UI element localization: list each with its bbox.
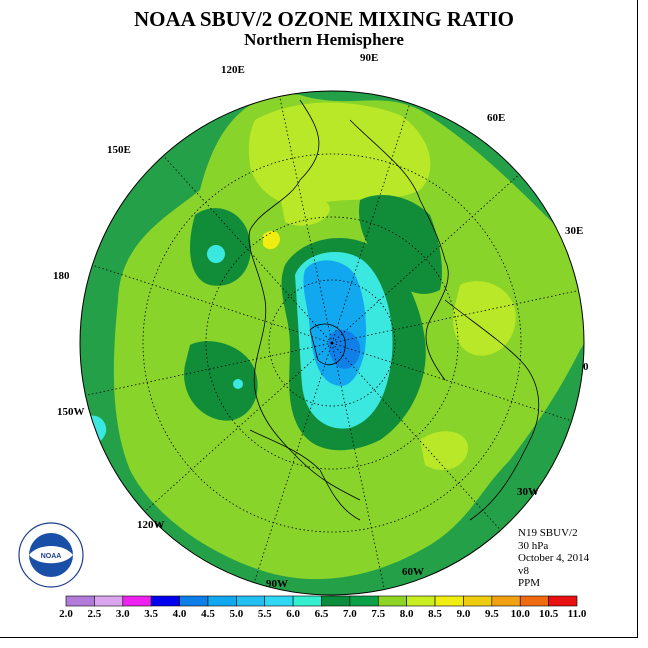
- longitude-labels: 90E 60E 30E 0 30W 60W 90W 120W 150W 180 …: [53, 52, 589, 590]
- ozone-spot: [207, 245, 225, 263]
- colorbar-tick-label: 11.0: [568, 608, 587, 620]
- lon-label-30w: 30W: [517, 486, 539, 498]
- map-subtitle: Northern Hemisphere: [244, 30, 404, 49]
- colorbar-tick-label: 5.0: [229, 608, 243, 620]
- lon-label-150e: 150E: [107, 144, 131, 156]
- colorbar-swatch: [321, 595, 351, 607]
- lon-label-120e: 120E: [221, 64, 245, 76]
- coastline-eurasia: [349, 119, 449, 381]
- colorbar-tick-label: 9.5: [485, 608, 499, 620]
- colorbar-tick-label: 2.5: [88, 608, 102, 620]
- colorbar-tick-label: 5.5: [258, 608, 272, 620]
- colorbar-tick-label: 4.5: [201, 608, 215, 620]
- map-boundary: [79, 90, 585, 596]
- colorbar-swatch: [519, 595, 549, 607]
- map-title: NOAA SBUV/2 OZONE MIXING RATIO: [134, 7, 514, 31]
- colorbar-swatch: [377, 595, 407, 607]
- instrument-label: N19 SBUV/2: [518, 527, 578, 539]
- coastline-europe-africa: [444, 299, 540, 521]
- ozone-spot: [263, 230, 280, 250]
- latitude-circle: [205, 216, 459, 470]
- lon-label-180: 180: [53, 270, 70, 282]
- coastline-north-america: [249, 429, 361, 521]
- colorbar-swatch: [150, 595, 180, 607]
- colorbar-swatch: [349, 595, 379, 607]
- ozone-band-8-0: [280, 193, 330, 226]
- colorbar-swatch: [434, 595, 464, 607]
- svg-text:NOAA: NOAA: [41, 553, 62, 560]
- colorbar-tick-label: 6.5: [315, 608, 329, 620]
- colorbar-swatch: [292, 595, 322, 607]
- colorbar-tick-label: 10.0: [511, 608, 531, 620]
- colorbar-swatch: [179, 595, 209, 607]
- ozone-spot: [233, 379, 243, 389]
- pressure-level: 30 hPa: [518, 539, 549, 552]
- figure-frame: [0, 0, 638, 638]
- colorbar-swatch: [207, 595, 237, 607]
- ozone-band-6-5: [359, 195, 442, 294]
- ozone-band-8-0: [453, 281, 516, 356]
- version-label: v8: [518, 564, 529, 577]
- colorbar-tick-label: 3.0: [116, 608, 130, 620]
- info-block: N19 SBUV/2 30 hPa October 4, 2014 v8 PPM: [518, 527, 589, 590]
- units-label: PPM: [518, 577, 541, 590]
- latitude-circle: [268, 279, 396, 407]
- colorbar-tick-label: 8.5: [428, 608, 442, 620]
- lon-label-90e: 90E: [360, 52, 378, 64]
- colorbar-swatch: [406, 595, 436, 607]
- colorbar: 2.0 2.5 3.0 3.5 4.0 4.5 5.0 5.5 6.0 6.5 7.0 7.5 8.0 8…: [59, 595, 587, 620]
- colorbar-tick-label: 3.5: [144, 608, 158, 620]
- lon-label-90w: 90W: [266, 578, 288, 590]
- colorbar-swatch: [548, 595, 578, 607]
- colorbar-swatch: [463, 595, 493, 607]
- ozone-band-6-5: [184, 341, 258, 421]
- colorbar-tick-label: 7.0: [343, 608, 357, 620]
- colorbar-tick-label: 2.0: [59, 608, 73, 620]
- colorbar-tick-label: 4.0: [173, 608, 187, 620]
- ozone-band-8-0: [420, 431, 469, 470]
- lon-label-30e: 30E: [565, 225, 583, 237]
- graticule: [85, 96, 579, 590]
- coastline-americas-asia: [248, 99, 361, 501]
- latitude-circle: [142, 153, 522, 533]
- ozone-band-4-5: [328, 329, 361, 369]
- colorbar-tick-label: 10.5: [539, 608, 559, 620]
- noaa-logo: NOAA: [18, 522, 84, 588]
- lon-label-0: 0: [583, 361, 589, 373]
- lon-label-60w: 60W: [402, 566, 424, 578]
- colorbar-tick-label: 9.0: [457, 608, 471, 620]
- ozone-band-8-0: [248, 102, 431, 206]
- colorbar-tick-label: 8.0: [400, 608, 414, 620]
- lon-label-60e: 60E: [487, 112, 505, 124]
- date-label: October 4, 2014: [518, 552, 590, 565]
- colorbar-swatch: [264, 595, 294, 607]
- colorbar-swatch: [236, 595, 266, 607]
- colorbar-swatch: [65, 595, 95, 607]
- colorbar-swatch: [122, 595, 152, 607]
- lon-label-150w: 150W: [57, 406, 85, 418]
- colorbar-swatch: [491, 595, 521, 607]
- colorbar-tick-label: 6.0: [286, 608, 300, 620]
- colorbar-swatch: [94, 595, 124, 607]
- colorbar-tick-label: 7.5: [371, 608, 385, 620]
- lon-label-120w: 120W: [137, 519, 165, 531]
